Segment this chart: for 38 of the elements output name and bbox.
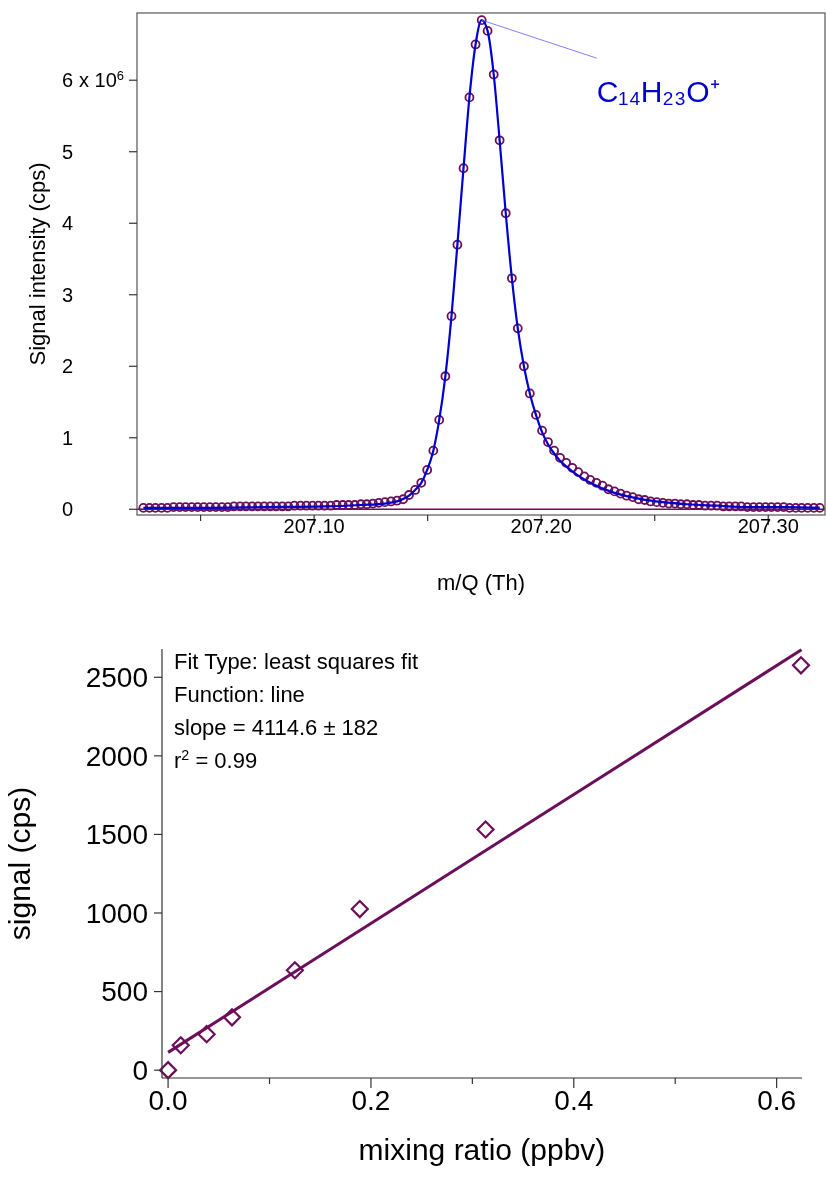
y-tick-label: 4 [61,212,73,235]
y-tick-label: 0 [132,1054,148,1086]
y-tick-label: 2000 [85,740,148,772]
annotation: Function: line [174,682,305,707]
y-tick-label: 500 [101,976,148,1008]
y-tick-label: 6 [61,69,73,92]
point [791,656,811,675]
annotation: Fit Type: least squares fit [174,649,419,674]
x-axis-title: m/Q (Th) [437,570,525,595]
y-tick-label: 1000 [85,897,148,929]
point [197,1025,216,1044]
y-tick-label: 1 [61,426,73,449]
annotation: slope = 4114.6 ± 182 [174,715,379,740]
y-axis-title: Signal intensity (cps) [25,162,50,366]
point [285,961,304,980]
point [222,1008,242,1027]
x-tick-label: 0.0 [148,1085,188,1116]
x-tick-label: 0.4 [554,1085,594,1116]
x-tick-label: 0.6 [757,1085,797,1116]
point [350,899,369,919]
point [158,1061,178,1080]
x-axis-title: mixing ratio (ppbv) [358,1133,606,1166]
y-tick-label: 1500 [85,819,148,851]
point [476,820,495,839]
y-tick-label: 2500 [85,662,148,694]
y-tick-label: 0 [61,498,73,521]
x-tick-label: 207.10 [283,515,345,537]
y-axis-title: signal (cps) [3,786,36,941]
y-tick-label: 5 [61,140,73,163]
text: x 10$^{6}$ [79,67,125,92]
point [171,1036,190,1055]
x-tick-label: 207.30 [737,515,799,537]
x-tick-label: 207.20 [510,515,572,537]
annotation: r$^{2}$ = 0.99 [174,747,258,773]
y-tick-label: 3 [61,283,73,306]
annotation: C₁₄H₂₃O⁺ [596,75,720,109]
x-tick-label: 0.2 [351,1085,391,1116]
y-tick-label: 2 [61,355,73,378]
